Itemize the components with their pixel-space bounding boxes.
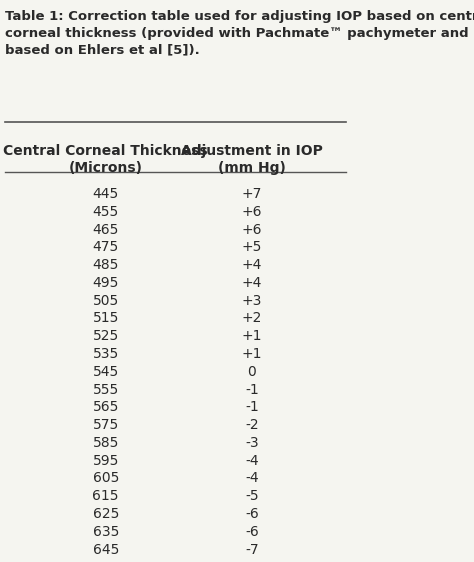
Text: 465: 465 [92, 223, 119, 237]
Text: 485: 485 [92, 258, 119, 272]
Text: 595: 595 [92, 454, 119, 468]
Text: -2: -2 [245, 418, 259, 432]
Text: -6: -6 [245, 525, 259, 539]
Text: Table 1: Correction table used for adjusting IOP based on central
corneal thickn: Table 1: Correction table used for adjus… [5, 10, 474, 57]
Text: 545: 545 [92, 365, 119, 379]
Text: 535: 535 [92, 347, 119, 361]
Text: 575: 575 [92, 418, 119, 432]
Text: 445: 445 [92, 187, 119, 201]
Text: 525: 525 [92, 329, 119, 343]
Text: -5: -5 [245, 490, 259, 503]
Text: +1: +1 [242, 347, 262, 361]
Text: -7: -7 [245, 542, 259, 556]
Text: 475: 475 [92, 241, 119, 255]
Text: 585: 585 [92, 436, 119, 450]
Text: -1: -1 [245, 400, 259, 414]
Text: 455: 455 [92, 205, 119, 219]
Text: +6: +6 [242, 223, 262, 237]
Text: 645: 645 [92, 542, 119, 556]
Text: +6: +6 [242, 205, 262, 219]
Text: Adjustment in IOP
(mm Hg): Adjustment in IOP (mm Hg) [181, 144, 323, 175]
Text: -6: -6 [245, 507, 259, 521]
Text: +1: +1 [242, 329, 262, 343]
Text: 555: 555 [92, 383, 119, 397]
Text: 0: 0 [247, 365, 256, 379]
Text: 505: 505 [92, 294, 119, 307]
Text: -3: -3 [245, 436, 259, 450]
Text: +3: +3 [242, 294, 262, 307]
Text: +4: +4 [242, 258, 262, 272]
Text: +7: +7 [242, 187, 262, 201]
Text: 605: 605 [92, 472, 119, 486]
Text: +4: +4 [242, 276, 262, 290]
Text: 615: 615 [92, 490, 119, 503]
Text: -4: -4 [245, 454, 259, 468]
Text: -4: -4 [245, 472, 259, 486]
Text: 565: 565 [92, 400, 119, 414]
Text: 625: 625 [92, 507, 119, 521]
Text: Central Corneal Thickness
(Microns): Central Corneal Thickness (Microns) [3, 144, 208, 175]
Text: -1: -1 [245, 383, 259, 397]
Text: 635: 635 [92, 525, 119, 539]
Text: +2: +2 [242, 311, 262, 325]
Text: +5: +5 [242, 241, 262, 255]
Text: 515: 515 [92, 311, 119, 325]
Text: 495: 495 [92, 276, 119, 290]
